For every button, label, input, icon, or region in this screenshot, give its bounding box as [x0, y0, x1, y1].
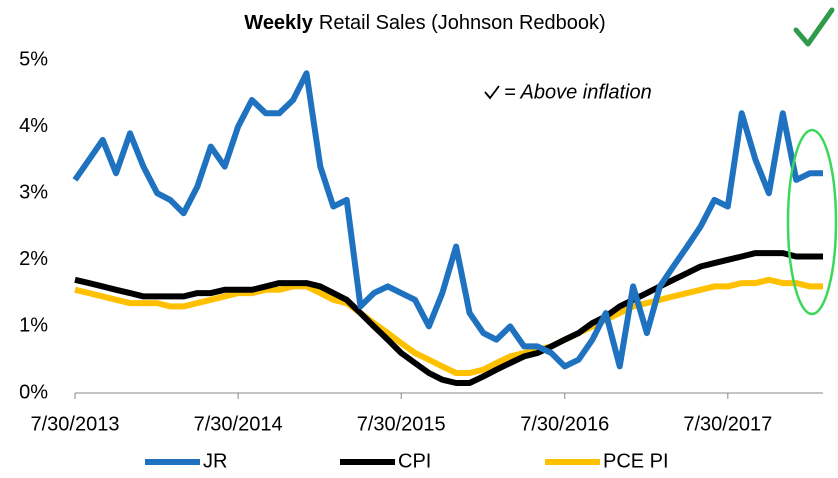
x-tick-label: 7/30/2013	[31, 413, 120, 435]
x-tick-label: 7/30/2016	[520, 413, 609, 435]
plot: 0% 1% 2% 3% 4% 5% 7/30/2013 7/30/2014 7/30/2015 7…	[19, 48, 823, 472]
y-tick-label: 1%	[19, 315, 48, 337]
y-tick-label: 4%	[19, 115, 48, 137]
x-tick-label: 7/30/2014	[194, 413, 283, 435]
annotation-check	[484, 85, 500, 100]
y-tick-label: 5%	[19, 48, 48, 70]
y-tick-label: 3%	[19, 181, 48, 203]
series-line	[74, 276, 823, 376]
y-tick-label: 0%	[19, 381, 48, 403]
check-icon	[793, 7, 835, 47]
title-rest: Retail Sales (Johnson Redbook)	[319, 12, 606, 34]
x-tick-label: 7/30/2015	[357, 413, 446, 435]
annotation: = Above inflation	[504, 81, 652, 103]
legend-label: PCE PI	[603, 450, 669, 472]
series-line	[72, 70, 823, 370]
y-tick-label: 2%	[19, 248, 48, 270]
highlight-ellipse	[786, 128, 838, 316]
title-bold: Weekly	[244, 12, 313, 34]
series-line	[74, 250, 823, 386]
x-tick-label: 7/30/2017	[683, 413, 772, 435]
legend-label: CPI	[398, 450, 431, 472]
chart-title: Weekly Retail Sales (Johnson Redbook)	[244, 12, 605, 34]
legend-label: JR	[203, 450, 227, 472]
